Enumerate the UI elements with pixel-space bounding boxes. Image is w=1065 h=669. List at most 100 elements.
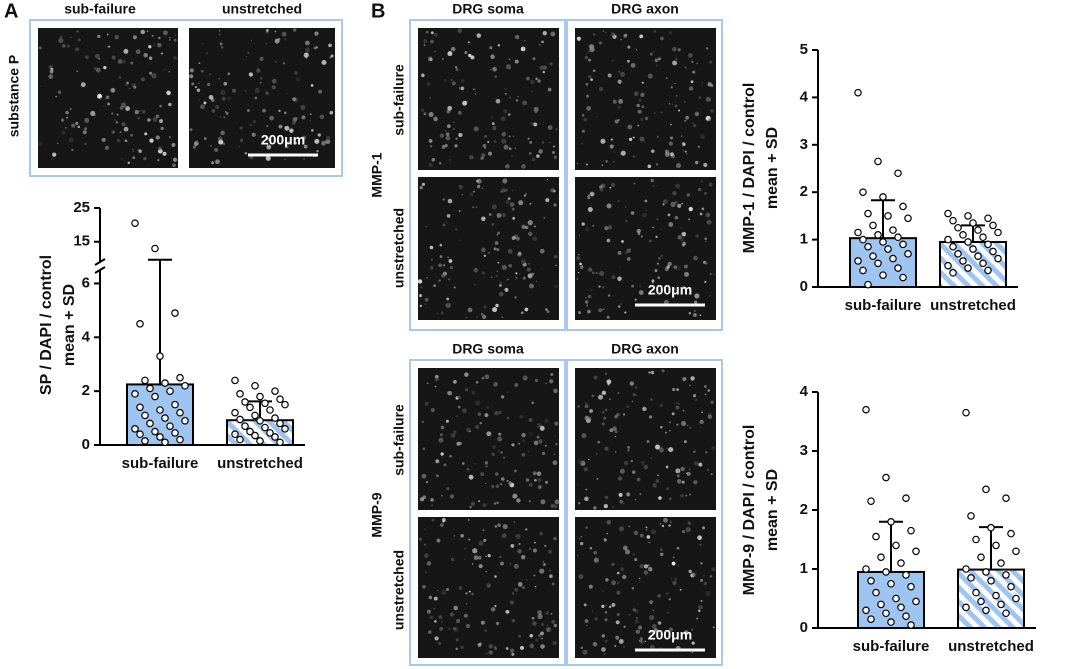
cell: [455, 618, 461, 623]
cell: [524, 307, 529, 312]
data-point: [867, 576, 875, 585]
cell: [221, 96, 226, 101]
cell: [326, 135, 331, 141]
cell: [209, 73, 211, 75]
cell: [657, 621, 662, 625]
cell: [116, 138, 121, 143]
cell: [531, 401, 535, 405]
cell: [482, 143, 487, 148]
cell: [671, 578, 673, 580]
cell: [500, 190, 503, 193]
cell: [585, 624, 588, 627]
cell: [484, 413, 489, 418]
axis-break: [94, 266, 106, 274]
cell: [637, 603, 639, 605]
cell: [485, 482, 487, 485]
cell: [455, 65, 458, 69]
cell: [259, 76, 263, 80]
cell: [640, 92, 645, 97]
cell: [464, 388, 469, 392]
cell: [675, 468, 681, 474]
cell: [619, 71, 626, 77]
cell: [644, 640, 647, 643]
cell: [603, 652, 607, 656]
cell: [492, 307, 498, 313]
data-point: [892, 594, 900, 603]
cell: [699, 419, 704, 424]
cell: [669, 520, 673, 524]
cell: [661, 369, 665, 373]
cell: [173, 56, 177, 60]
cell: [526, 579, 528, 581]
cell: [78, 38, 81, 42]
cell: [655, 64, 658, 67]
y-tick-label: 2: [800, 501, 808, 518]
cell: [585, 297, 587, 299]
cell: [684, 440, 687, 444]
cell: [693, 309, 696, 312]
cell: [676, 479, 682, 484]
cell: [598, 41, 602, 45]
data-point: [869, 252, 877, 260]
cell: [463, 547, 467, 550]
cell: [309, 120, 311, 122]
cell: [660, 552, 664, 557]
cell: [523, 194, 526, 197]
cell: [76, 30, 79, 33]
data-point: [874, 157, 882, 166]
cell: [588, 416, 592, 420]
cell: [711, 566, 716, 572]
cell: [588, 267, 593, 272]
data-point: [954, 223, 962, 232]
cell: [464, 372, 469, 377]
cell: [686, 471, 691, 476]
cell: [540, 499, 546, 505]
data-point: [256, 416, 264, 425]
cell: [700, 180, 703, 183]
panel-label: B: [371, 0, 385, 22]
data-point: [882, 609, 890, 618]
y-tick-label: 25: [73, 199, 90, 216]
cell: [652, 631, 656, 635]
cell: [482, 529, 485, 532]
cell: [657, 57, 662, 61]
data-point: [862, 565, 870, 573]
cell: [115, 121, 119, 124]
cell: [553, 388, 558, 394]
cell: [545, 198, 550, 203]
cell: [678, 565, 680, 567]
cell: [512, 493, 518, 499]
cell: [609, 144, 614, 149]
cell: [605, 372, 607, 375]
cell: [493, 98, 496, 100]
cell: [151, 34, 154, 37]
data-point: [982, 485, 990, 494]
cell: [710, 473, 713, 475]
cell: [672, 46, 677, 52]
cell: [196, 88, 201, 92]
cell: [271, 85, 276, 90]
cell: [508, 96, 512, 99]
data-point: [859, 235, 867, 244]
cell: [461, 462, 465, 465]
cell: [493, 382, 496, 385]
cell: [439, 243, 443, 247]
data-point: [261, 399, 269, 408]
data-point: [246, 403, 254, 412]
cell: [598, 285, 601, 288]
x-tick-label: unstretched: [217, 455, 303, 472]
cell: [618, 266, 621, 268]
row-label: substance P: [6, 55, 22, 137]
cell: [639, 136, 645, 142]
cell: [617, 199, 620, 203]
cell: [707, 389, 711, 392]
cell: [595, 452, 598, 455]
cell: [641, 81, 644, 84]
column-title: DRG soma: [452, 1, 524, 17]
cell: [540, 268, 543, 270]
cell: [680, 466, 685, 472]
cell: [618, 639, 624, 644]
cell: [496, 213, 502, 218]
cell: [469, 505, 472, 509]
